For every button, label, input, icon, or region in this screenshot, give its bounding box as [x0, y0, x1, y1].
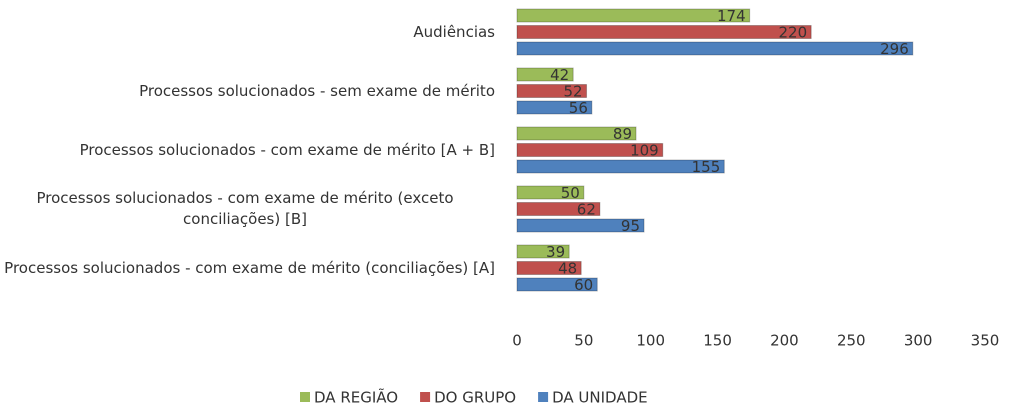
bar — [516, 84, 588, 98]
value-label: 60 — [574, 276, 593, 294]
legend-swatch — [420, 392, 431, 402]
value-label: 89 — [613, 125, 632, 143]
bar — [516, 202, 601, 216]
value-label: 56 — [569, 99, 588, 117]
bar — [516, 143, 664, 157]
value-label: 155 — [692, 158, 721, 176]
bar — [516, 244, 570, 259]
category-label: Processos solucionados - sem exame de mé… — [0, 81, 495, 102]
x-tick-label: 250 — [837, 332, 866, 350]
bar — [516, 67, 574, 82]
legend-label: DA UNIDADE — [552, 389, 648, 407]
value-label: 50 — [561, 184, 580, 202]
category-text: Processos solucionados - com exame de mé… — [36, 189, 454, 228]
bar — [516, 8, 751, 23]
category-label: Processos solucionados - com exame de mé… — [0, 188, 495, 230]
x-tick-label: 0 — [512, 332, 522, 350]
bar — [516, 126, 637, 141]
bar — [516, 277, 598, 292]
legend-label: DO GRUPO — [434, 389, 516, 407]
x-tick-label: 150 — [703, 332, 732, 350]
category-label: Processos solucionados - com exame de mé… — [0, 140, 495, 161]
bar — [516, 185, 585, 200]
x-tick-label: 100 — [636, 332, 665, 350]
category-text: Processos solucionados - com exame de mé… — [79, 140, 495, 159]
value-label: 220 — [779, 24, 808, 42]
bar — [516, 159, 725, 174]
x-tick-label: 350 — [971, 332, 1000, 350]
category-text: Processos solucionados - sem exame de mé… — [139, 81, 495, 100]
bar — [516, 100, 593, 115]
legend-swatch — [538, 392, 549, 402]
value-label: 109 — [630, 142, 659, 160]
value-label: 48 — [558, 260, 577, 278]
category-text: Processos solucionados - com exame de mé… — [4, 258, 495, 277]
bar — [516, 218, 645, 233]
value-label: 52 — [563, 83, 582, 101]
value-label: 174 — [717, 7, 746, 25]
bar — [516, 25, 812, 39]
value-label: 95 — [621, 217, 640, 235]
legend-swatch — [300, 392, 310, 402]
x-tick-label: 300 — [904, 332, 933, 350]
value-label: 62 — [577, 201, 596, 219]
bar — [516, 41, 914, 56]
value-label: 39 — [546, 243, 565, 261]
value-label: 42 — [550, 66, 569, 84]
x-tick-label: 200 — [770, 332, 799, 350]
category-label: Audiências — [0, 22, 495, 43]
category-label: Processos solucionados - com exame de mé… — [0, 258, 495, 279]
x-tick-label: 50 — [574, 332, 593, 350]
bar — [516, 261, 582, 275]
legend-label: DA REGIÃO — [314, 388, 398, 407]
category-text: Audiências — [413, 22, 495, 41]
value-label: 296 — [880, 40, 909, 58]
